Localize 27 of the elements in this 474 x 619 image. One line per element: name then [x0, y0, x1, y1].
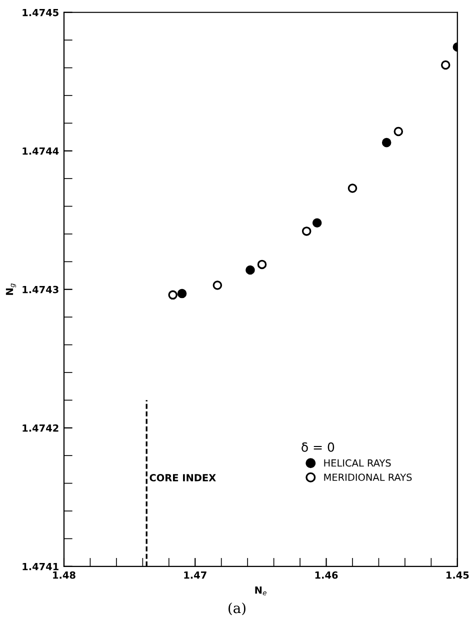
point: [394, 126, 404, 136]
y-axis-title: N$_{g}$: [6, 284, 16, 295]
point: [382, 138, 392, 148]
legend-title: δ = 0: [302, 442, 334, 452]
x-tick-label: 1.47: [184, 572, 206, 579]
text: (a): [228, 602, 246, 616]
point: [348, 184, 358, 193]
y-tick-label: 1.4744: [22, 147, 59, 155]
legend-label: MERIDIONAL RAYS: [324, 474, 412, 481]
annotation: CORE INDEX: [150, 474, 216, 482]
x-axis-title: N$_{e}$: [255, 586, 266, 596]
point: [212, 280, 222, 290]
point: [302, 226, 312, 236]
y-tick-label: 1.4742: [22, 424, 58, 432]
y-tick-label: 1.4745: [22, 8, 58, 16]
point: [246, 265, 255, 275]
point: [440, 60, 450, 70]
point: [168, 290, 178, 300]
x-tick-label: 1.45: [446, 572, 469, 579]
point: [257, 260, 267, 270]
x-tick-label: 1.48: [53, 571, 76, 579]
y-tick-label: 1.4743: [22, 286, 58, 294]
point: [177, 288, 187, 298]
x-tick-label: 1.46: [315, 571, 338, 579]
point: [312, 218, 322, 228]
y-tick-label: 1.4741: [22, 562, 58, 570]
legend-label: HELICAL RAYS: [324, 459, 391, 467]
